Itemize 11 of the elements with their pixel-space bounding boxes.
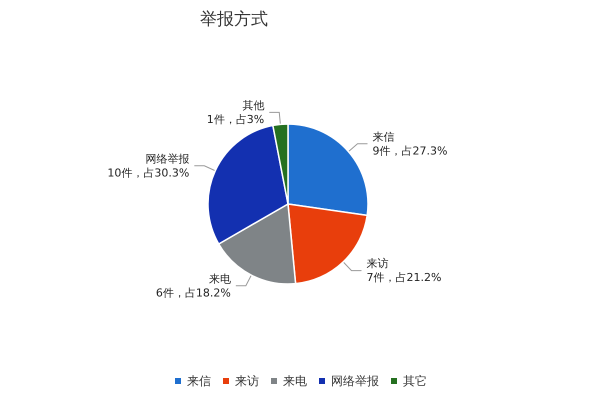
data-label: 其他 1件，占3% — [206, 98, 264, 126]
legend-label: 网络举报 — [331, 374, 379, 388]
legend-label: 其它 — [403, 374, 427, 388]
legend-label: 来信 — [187, 374, 211, 388]
data-label: 网络举报 10件，占30.3% — [107, 152, 190, 180]
data-label: 来访 7件，占21.2% — [366, 257, 442, 284]
data-label: 来信 9件，占27.3% — [372, 130, 448, 158]
data-label: 来电 6件，占18.2% — [156, 272, 231, 300]
chart-title: 举报方式 — [200, 10, 268, 30]
legend-label: 来电 — [283, 374, 307, 388]
legend-label: 来访 — [235, 374, 259, 388]
